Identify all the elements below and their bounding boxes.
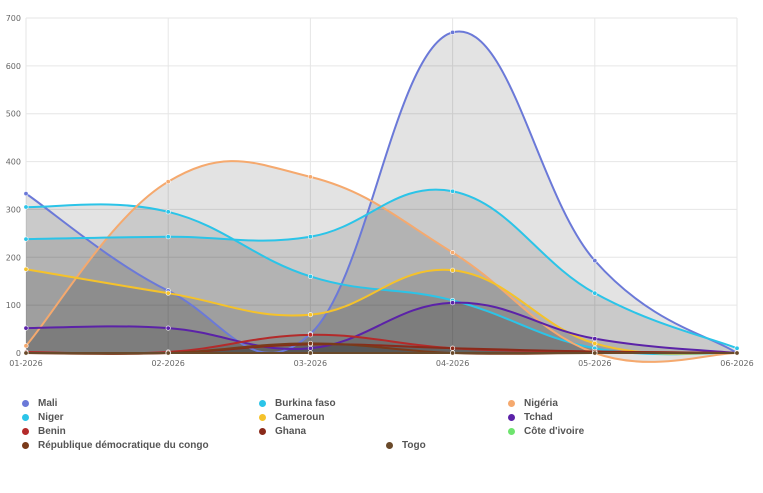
legend-label: Côte d'ivoire (524, 426, 585, 437)
legend-item-burkina-faso[interactable]: Burkina faso (259, 398, 336, 409)
legend-swatch (259, 414, 266, 421)
data-point-niger (450, 188, 456, 194)
y-tick-label: 300 (6, 205, 21, 214)
data-point-tchad (450, 300, 456, 306)
legend-label: Mali (38, 398, 58, 409)
chart-legend: Mali Burkina faso Nigéria Niger Cameroun Tcha… (0, 396, 763, 456)
data-point-nigeria (23, 343, 29, 349)
data-point-niger (592, 290, 598, 296)
legend-item-nigeria[interactable]: Nigéria (508, 398, 558, 409)
x-tick-label: 01-2026 (9, 359, 42, 368)
legend-label: Togo (402, 440, 426, 451)
data-point-tchad (23, 325, 29, 331)
y-tick-label: 500 (6, 110, 21, 119)
legend-swatch (22, 400, 29, 407)
legend-label: Ghana (275, 426, 307, 437)
legend-label: République démocratique du congo (38, 440, 209, 451)
data-point-nigeria (307, 174, 313, 180)
data-point-niger (307, 234, 313, 240)
y-tick-label: 0 (16, 349, 21, 358)
legend-item-ghana[interactable]: Ghana (259, 426, 306, 437)
series-line-niger (25, 188, 738, 350)
data-point-tchad (592, 336, 598, 342)
x-tick-label: 03-2026 (294, 359, 327, 368)
series-area-tchad (26, 302, 737, 353)
legend-item-niger[interactable]: Niger (22, 412, 64, 423)
data-point-togo (165, 350, 171, 356)
chart-grid (25, 17, 738, 354)
line-area-chart: 0 100 200 300 400 500 600 700 01-2026 02-2026 03-… (6, 14, 754, 368)
data-point-cameroun (307, 312, 313, 318)
data-point-nigeria (450, 250, 456, 256)
chart-series-areas (26, 31, 737, 362)
legend-swatch (259, 428, 266, 435)
data-point-nigeria (165, 179, 171, 185)
data-point-cameroun (592, 340, 598, 346)
legend-swatch (22, 442, 29, 449)
x-tick-label: 06-2026 (720, 359, 753, 368)
legend-item-cote-d-ivoire[interactable]: Côte d'ivoire (508, 426, 584, 437)
legend-item-tchad[interactable]: Tchad (508, 412, 553, 423)
data-point-mali (592, 258, 598, 264)
legend-swatch (386, 442, 393, 449)
series-area-niger (26, 189, 737, 353)
series-line-tchad (25, 301, 738, 354)
legend-item-republique-democratique-du-congo[interactable]: République démocratique du congo (22, 440, 209, 451)
y-tick-label: 400 (6, 158, 21, 167)
chart-data-points (23, 29, 740, 356)
x-tick-label: 04-2026 (436, 359, 469, 368)
legend-label: Nigéria (524, 398, 558, 409)
legend-label: Benin (38, 426, 66, 437)
series-line-cameroun (25, 268, 738, 355)
series-line-nigeria (25, 160, 738, 363)
data-point-togo (23, 350, 29, 356)
x-tick-label: 02-2026 (151, 359, 184, 368)
data-point-tchad (165, 325, 171, 331)
y-tick-label: 700 (6, 14, 21, 23)
legend-label: Tchad (524, 412, 553, 423)
data-point-mali (450, 29, 456, 35)
legend-label: Burkina faso (275, 398, 336, 409)
legend-swatch (508, 414, 515, 421)
data-point-niger (23, 236, 29, 242)
legend-item-benin[interactable]: Benin (22, 426, 66, 437)
data-point-republique-democratique-du-congo (307, 340, 313, 346)
data-point-cameroun (23, 266, 29, 272)
data-point-ghana (450, 345, 456, 351)
data-point-benin (307, 332, 313, 338)
legend-item-togo[interactable]: Togo (386, 440, 426, 451)
y-axis-ticks: 0 100 200 300 400 500 600 700 (6, 14, 21, 358)
data-point-niger (734, 345, 740, 351)
data-point-niger (165, 234, 171, 240)
series-area-nigeria (26, 161, 737, 362)
series-line-burkina-faso (25, 203, 738, 356)
y-tick-label: 600 (6, 62, 21, 71)
series-area-mali (26, 31, 737, 353)
y-tick-label: 100 (6, 301, 21, 310)
legend-item-mali[interactable]: Mali (22, 398, 57, 409)
data-point-togo (592, 350, 598, 356)
legend-swatch (22, 414, 29, 421)
data-point-cameroun (450, 267, 456, 273)
data-point-burkina-faso (165, 209, 171, 215)
legend-swatch (508, 428, 515, 435)
legend-swatch (508, 400, 515, 407)
legend-swatch (22, 428, 29, 435)
data-point-mali (23, 191, 29, 197)
legend-item-cameroun[interactable]: Cameroun (259, 412, 324, 423)
data-point-togo (307, 350, 313, 356)
legend-label: Cameroun (275, 412, 325, 423)
x-axis-ticks: 01-2026 02-2026 03-2026 04-2026 05-2026 06-20… (9, 359, 753, 368)
series-area-burkina-faso (26, 204, 737, 355)
data-point-togo (734, 350, 740, 356)
data-point-burkina-faso (23, 204, 29, 210)
legend-swatch (259, 400, 266, 407)
data-point-cameroun (165, 290, 171, 296)
legend-label: Niger (38, 412, 64, 423)
data-point-togo (450, 350, 456, 356)
x-tick-label: 05-2026 (578, 359, 611, 368)
data-point-burkina-faso (307, 273, 313, 279)
y-tick-label: 200 (6, 253, 21, 262)
